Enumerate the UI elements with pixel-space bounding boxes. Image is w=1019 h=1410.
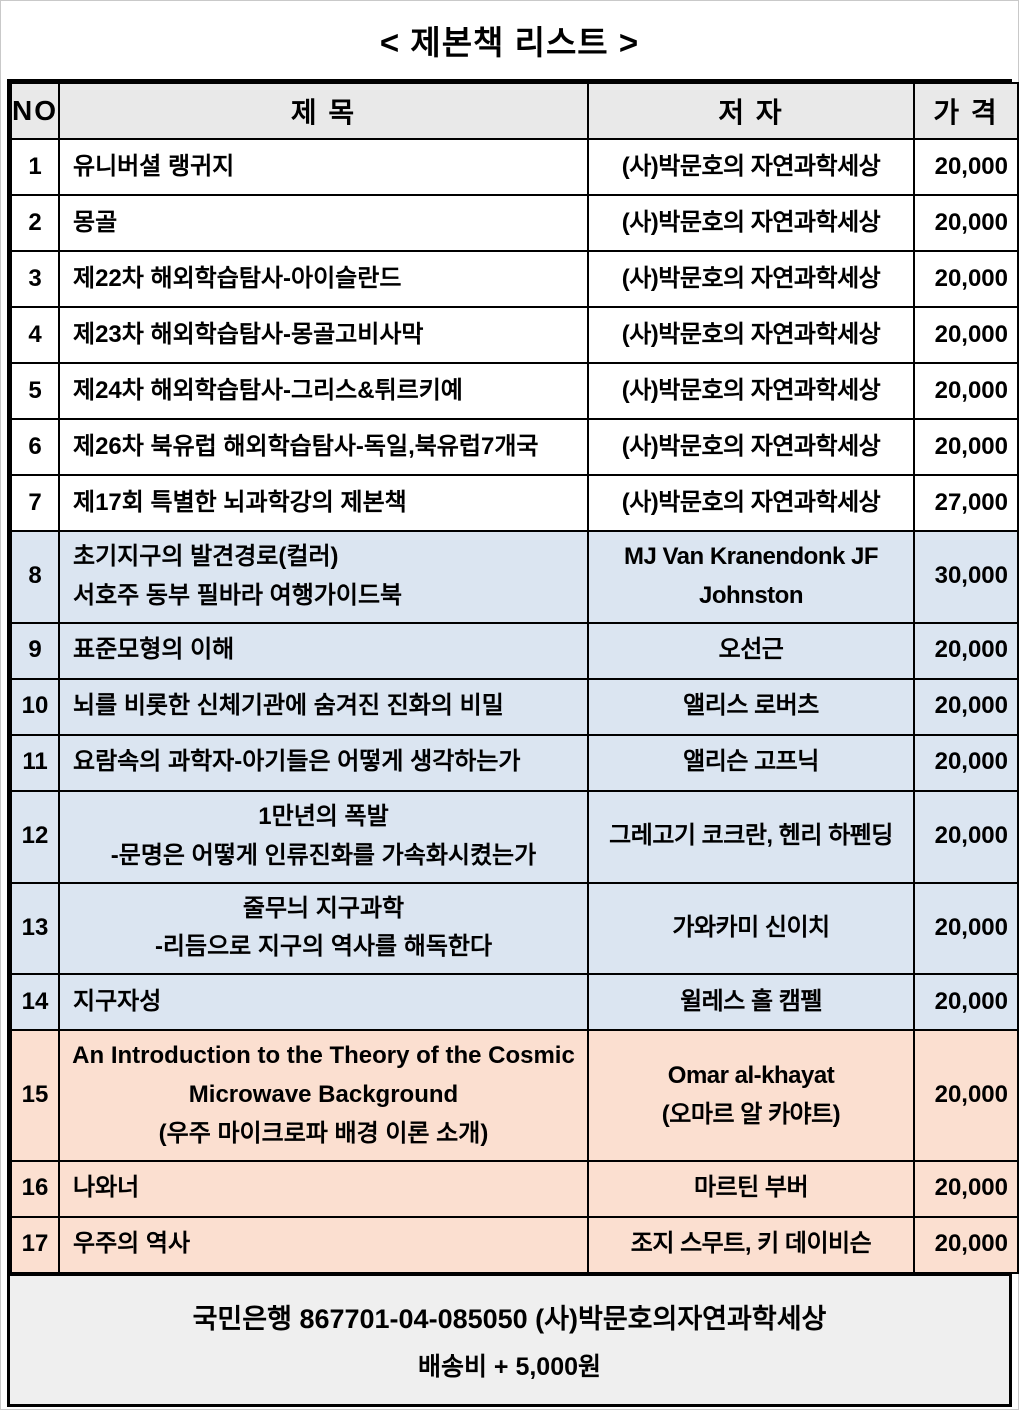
col-header-title: 제 목 <box>58 82 589 140</box>
row-number-cell: 11 <box>10 733 60 792</box>
book-author-cell: (사)박문호의 자연과학세상 <box>587 194 915 252</box>
table-frame: NO 제 목 저 자 가 격 1 유니버셜 랭귀지 (사)박문호의 자연과학세상 20… <box>7 79 1019 1407</box>
row-number-cell: 5 <box>10 362 60 420</box>
table-row: 3 제22차 해외학습탐사-아이슬란드 (사)박문호의 자연과학세상 20,000 <box>10 250 1019 308</box>
bank-account-line: 국민은행 867701-04-085050 (사)박문호의자연과학세상 <box>192 1303 827 1334</box>
page-title: < 제본책 리스트 > <box>379 24 640 61</box>
book-price-cell: 20,000 <box>913 677 1019 736</box>
book-author-cell: 윌레스 홀 캠펠 <box>587 973 915 1032</box>
table-row: 9 표준모형의 이해 오선근 20,000 <box>10 621 1019 680</box>
book-price-cell: 20,000 <box>913 881 1019 976</box>
shipping-fee-line: 배송비 + 5,000원 <box>417 1352 602 1381</box>
book-title-cell: 유니버셜 랭귀지 <box>58 138 589 196</box>
col-header-author: 저 자 <box>587 82 915 140</box>
book-title-cell: An Introduction to the Theory of the Cos… <box>58 1029 589 1162</box>
book-price-cell: 20,000 <box>913 194 1019 252</box>
book-author-cell: 마르틴 부버 <box>587 1159 915 1218</box>
row-number-cell: 8 <box>10 530 60 624</box>
book-author-cell: (사)박문호의 자연과학세상 <box>587 306 915 364</box>
book-price-cell: 20,000 <box>913 789 1019 884</box>
row-number-cell: 14 <box>10 973 60 1032</box>
row-number-cell: 15 <box>10 1029 60 1162</box>
row-number-cell: 10 <box>10 677 60 736</box>
book-title-cell: 지구자성 <box>58 973 589 1032</box>
book-title-cell: 요람속의 과학자-아기들은 어떻게 생각하는가 <box>58 733 589 792</box>
row-number-cell: 9 <box>10 621 60 680</box>
book-title-cell: 나와너 <box>58 1159 589 1218</box>
row-number-cell: 12 <box>10 789 60 884</box>
row-number-cell: 13 <box>10 881 60 976</box>
table-row: 6 제26차 북유럽 해외학습탐사-독일,북유럽7개국 (사)박문호의 자연과학세상… <box>10 418 1019 476</box>
table-row: 16 나와너 마르틴 부버 20,000 <box>10 1159 1019 1218</box>
book-author-cell: (사)박문호의 자연과학세상 <box>587 474 915 532</box>
book-title-cell: 제17회 특별한 뇌과학강의 제본책 <box>58 474 589 532</box>
book-price-cell: 20,000 <box>913 418 1019 476</box>
table-row: 2 몽골 (사)박문호의 자연과학세상 20,000 <box>10 194 1019 252</box>
col-header-no: NO <box>10 82 60 140</box>
table-row: 12 1만년의 폭발 -문명은 어떻게 인류진화를 가속화시켰는가 그레고기 코크란… <box>10 789 1019 884</box>
book-author-cell: 앨리스 로버츠 <box>587 677 915 736</box>
book-author-cell: Omar al-khayat (오마르 알 카야트) <box>587 1029 915 1162</box>
book-price-cell: 20,000 <box>913 250 1019 308</box>
book-list-table: NO 제 목 저 자 가 격 1 유니버셜 랭귀지 (사)박문호의 자연과학세상 20… <box>10 82 1019 1274</box>
book-price-cell: 20,000 <box>913 362 1019 420</box>
table-header: NO 제 목 저 자 가 격 <box>10 82 1019 140</box>
table-row: 15 An Introduction to the Theory of the C… <box>10 1029 1019 1162</box>
book-price-cell: 20,000 <box>913 733 1019 792</box>
book-title-cell: 표준모형의 이해 <box>58 621 589 680</box>
book-price-cell: 20,000 <box>913 621 1019 680</box>
book-price-cell: 20,000 <box>913 306 1019 364</box>
row-number-cell: 7 <box>10 474 60 532</box>
book-title-cell: 1만년의 폭발 -문명은 어떻게 인류진화를 가속화시켰는가 <box>58 789 589 884</box>
row-number-cell: 3 <box>10 250 60 308</box>
table-row: 10 뇌를 비롯한 신체기관에 숨겨진 진화의 비밀 앨리스 로버츠 20,000 <box>10 677 1019 736</box>
book-price-cell: 20,000 <box>913 1029 1019 1162</box>
book-price-cell: 27,000 <box>913 474 1019 532</box>
row-number-cell: 2 <box>10 194 60 252</box>
row-number-cell: 16 <box>10 1159 60 1218</box>
row-number-cell: 1 <box>10 138 60 196</box>
book-price-cell: 20,000 <box>913 1159 1019 1218</box>
table-row: 13 줄무늬 지구과학 -리듬으로 지구의 역사를 해독한다 가와카미 신이치 20,… <box>10 881 1019 976</box>
book-price-cell: 20,000 <box>913 138 1019 196</box>
book-title-cell: 제23차 해외학습탐사-몽골고비사막 <box>58 306 589 364</box>
table-row: 5 제24차 해외학습탐사-그리스&튀르키예 (사)박문호의 자연과학세상 20,00… <box>10 362 1019 420</box>
book-price-cell: 20,000 <box>913 1215 1019 1274</box>
table-body: 1 유니버셜 랭귀지 (사)박문호의 자연과학세상 20,000 2 몽골 (사)박문호의 … <box>10 138 1019 1274</box>
table-row: 7 제17회 특별한 뇌과학강의 제본책 (사)박문호의 자연과학세상 27,000 <box>10 474 1019 532</box>
book-author-cell: 앨리슨 고프닉 <box>587 733 915 792</box>
book-title-cell: 제26차 북유럽 해외학습탐사-독일,북유럽7개국 <box>58 418 589 476</box>
book-author-cell: (사)박문호의 자연과학세상 <box>587 138 915 196</box>
col-header-price: 가 격 <box>913 82 1019 140</box>
book-author-cell: (사)박문호의 자연과학세상 <box>587 362 915 420</box>
book-author-cell: 조지 스무트, 키 데이비슨 <box>587 1215 915 1274</box>
book-price-cell: 30,000 <box>913 530 1019 624</box>
table-row: 8 초기지구의 발견경로(컬러) 서호주 동부 필바라 여행가이드북 MJ Van … <box>10 530 1019 624</box>
book-author-cell: (사)박문호의 자연과학세상 <box>587 418 915 476</box>
table-row: 1 유니버셜 랭귀지 (사)박문호의 자연과학세상 20,000 <box>10 138 1019 196</box>
book-title-cell: 뇌를 비롯한 신체기관에 숨겨진 진화의 비밀 <box>58 677 589 736</box>
table-row: 17 우주의 역사 조지 스무트, 키 데이비슨 20,000 <box>10 1215 1019 1274</box>
book-title-cell: 줄무늬 지구과학 -리듬으로 지구의 역사를 해독한다 <box>58 881 589 976</box>
table-row: 4 제23차 해외학습탐사-몽골고비사막 (사)박문호의 자연과학세상 20,000 <box>10 306 1019 364</box>
book-title-cell: 제24차 해외학습탐사-그리스&튀르키예 <box>58 362 589 420</box>
book-price-cell: 20,000 <box>913 973 1019 1032</box>
book-title-cell: 초기지구의 발견경로(컬러) 서호주 동부 필바라 여행가이드북 <box>58 530 589 624</box>
row-number-cell: 6 <box>10 418 60 476</box>
book-author-cell: 그레고기 코크란, 헨리 하펜딩 <box>587 789 915 884</box>
book-author-cell: 오선근 <box>587 621 915 680</box>
footer-note: 국민은행 867701-04-085050 (사)박문호의자연과학세상 배송비 … <box>10 1273 1009 1404</box>
row-number-cell: 4 <box>10 306 60 364</box>
book-title-cell: 우주의 역사 <box>58 1215 589 1274</box>
book-title-cell: 몽골 <box>58 194 589 252</box>
book-author-cell: 가와카미 신이치 <box>587 881 915 976</box>
header-row: NO 제 목 저 자 가 격 <box>10 82 1019 140</box>
book-author-cell: (사)박문호의 자연과학세상 <box>587 250 915 308</box>
table-row: 14 지구자성 윌레스 홀 캠펠 20,000 <box>10 973 1019 1032</box>
book-title-cell: 제22차 해외학습탐사-아이슬란드 <box>58 250 589 308</box>
book-author-cell: MJ Van Kranendonk JF Johnston <box>587 530 915 624</box>
row-number-cell: 17 <box>10 1215 60 1274</box>
table-row: 11 요람속의 과학자-아기들은 어떻게 생각하는가 앨리슨 고프닉 20,000 <box>10 733 1019 792</box>
